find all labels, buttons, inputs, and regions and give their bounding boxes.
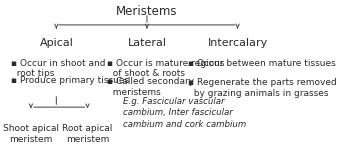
Text: ▪ Regenerate the parts removed
  by grazing animals in grasses: ▪ Regenerate the parts removed by grazin…	[188, 78, 337, 98]
Text: cambium, Inter fascicular: cambium, Inter fascicular	[123, 108, 233, 117]
Text: ▪ Occur in shoot and
  root tips: ▪ Occur in shoot and root tips	[11, 59, 106, 78]
Text: Intercalary: Intercalary	[207, 38, 268, 48]
Text: E.g. Fascicular vascular: E.g. Fascicular vascular	[123, 97, 224, 106]
Text: ▪ Called secondary
  meristems: ▪ Called secondary meristems	[107, 77, 194, 97]
Text: ▪ Occur between mature tissues: ▪ Occur between mature tissues	[188, 59, 336, 68]
Text: Apical: Apical	[40, 38, 73, 48]
Text: Meristems: Meristems	[116, 5, 178, 18]
Text: Shoot apical
meristem: Shoot apical meristem	[3, 124, 59, 144]
Text: ▪ Occur is mature regions
  of shoot & roots: ▪ Occur is mature regions of shoot & roo…	[107, 59, 225, 78]
Text: Root apical
meristem: Root apical meristem	[62, 124, 113, 144]
Text: Lateral: Lateral	[127, 38, 166, 48]
Text: ▪ Produce primary tissues: ▪ Produce primary tissues	[11, 76, 129, 85]
Text: cambium and cork cambium: cambium and cork cambium	[123, 120, 246, 129]
